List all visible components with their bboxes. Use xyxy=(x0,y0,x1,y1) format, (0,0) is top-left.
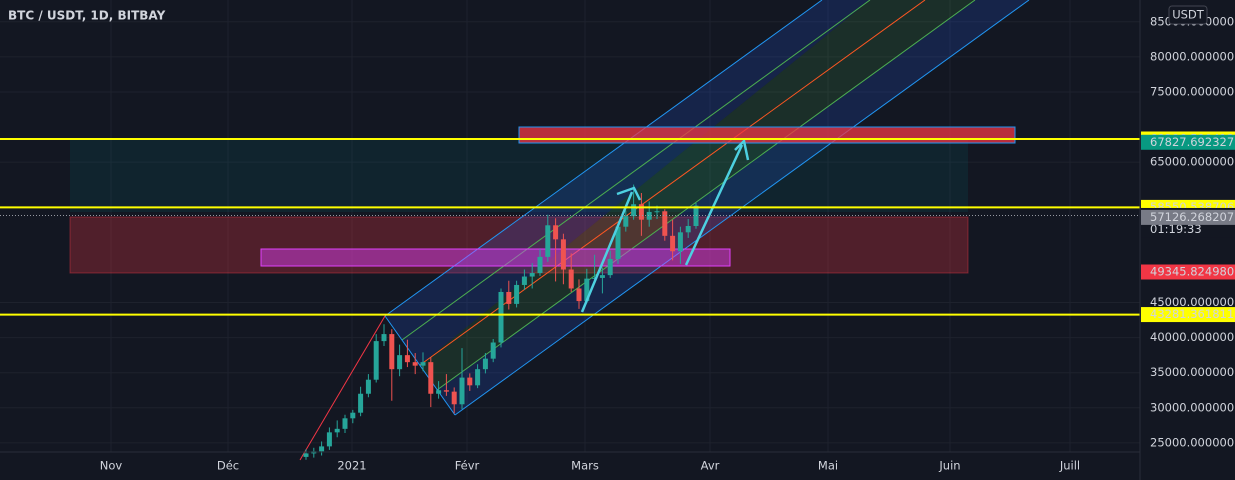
candle-body xyxy=(638,204,644,220)
candle-body xyxy=(521,276,527,285)
candle-body xyxy=(498,291,504,343)
candle-body xyxy=(670,235,676,252)
y-tick-label: 30000.000000 xyxy=(1150,400,1234,414)
candle-body xyxy=(467,377,473,386)
candle-body xyxy=(560,239,566,270)
zone xyxy=(69,216,969,274)
x-tick-label: 2021 xyxy=(337,459,366,473)
candle-body xyxy=(623,216,629,227)
levels xyxy=(0,137,1140,316)
candle-body xyxy=(584,278,590,302)
candle-body xyxy=(451,391,457,405)
candle-body xyxy=(576,288,582,302)
price-axis xyxy=(1140,0,1235,480)
y-tick-label: 40000.000000 xyxy=(1150,330,1234,344)
candle-body xyxy=(350,412,356,419)
x-axis: Nov Déc 2021 Févr Mars Avr Mai Juin Juill xyxy=(100,459,1080,473)
x-tick-label: Déc xyxy=(217,459,239,473)
y-tick-label: 75000.000000 xyxy=(1150,84,1234,98)
y-tick-label: 45000.000000 xyxy=(1150,295,1234,309)
y-tick-label: 25000.000000 xyxy=(1150,435,1234,449)
candle-body xyxy=(599,275,605,278)
price-tag xyxy=(1141,209,1235,225)
price-tag-label: 67827.692327 xyxy=(1150,135,1234,149)
candle-body xyxy=(514,284,520,304)
candle-body xyxy=(662,211,668,236)
candle-body xyxy=(607,258,613,276)
chart-title: BTC / USDT, 1D, BITBAY xyxy=(8,9,166,23)
candle-body xyxy=(428,362,434,394)
price-tag xyxy=(1141,134,1235,150)
x-tick-label: Juill xyxy=(1059,459,1080,473)
x-tick-label: Juin xyxy=(938,459,960,473)
x-tick-label: Mars xyxy=(571,459,599,473)
price-tag-label: 49345.824980 xyxy=(1150,265,1234,279)
candle-body xyxy=(545,225,551,257)
candle-body xyxy=(677,232,683,252)
candle-body xyxy=(342,418,348,429)
candle-body xyxy=(319,446,325,452)
x-tick-label: Nov xyxy=(100,459,123,473)
candle-body xyxy=(436,390,442,394)
candle-body xyxy=(303,453,309,457)
candle-body xyxy=(646,211,652,220)
y-tick-label: 35000.000000 xyxy=(1150,365,1234,379)
candle-body xyxy=(475,369,481,386)
candle-body xyxy=(529,273,535,277)
candle-body xyxy=(389,334,395,370)
candle-body xyxy=(482,358,488,370)
candle-body xyxy=(506,291,512,304)
price-tag-label: 57126.268207 xyxy=(1150,210,1234,224)
candle-body xyxy=(397,355,403,370)
candle-body xyxy=(334,428,340,433)
candle-body xyxy=(631,204,637,217)
zone xyxy=(70,140,968,212)
zone xyxy=(260,248,731,267)
candle-body xyxy=(568,269,574,289)
price-tags: 68296.59041267827.69232758550.5387065740… xyxy=(1141,131,1235,323)
y-axis: 85000.00000080000.00000075000.0000006500… xyxy=(1150,14,1234,449)
price-tag-label: 43281.361811 xyxy=(1150,307,1234,321)
grid xyxy=(0,0,1140,452)
candle-body xyxy=(490,342,496,359)
candle-body xyxy=(537,256,543,274)
candle-body xyxy=(654,211,660,213)
candle-body xyxy=(381,334,387,342)
x-tick-label: Avr xyxy=(701,459,720,473)
y-tick-label: 65000.000000 xyxy=(1150,155,1234,169)
x-tick-label: Févr xyxy=(455,459,480,473)
candle-body xyxy=(685,226,691,233)
arrows xyxy=(580,138,750,313)
price-tag xyxy=(1141,307,1235,323)
currency-badge[interactable] xyxy=(1168,5,1208,25)
candle-body xyxy=(326,432,332,447)
candle-body xyxy=(420,362,426,366)
currency: USDT xyxy=(1172,8,1205,22)
x-tick-label: Mai xyxy=(818,459,838,473)
candle-body xyxy=(615,226,621,259)
price-tag xyxy=(1141,264,1235,280)
candle-body xyxy=(443,390,449,392)
candle-body xyxy=(404,355,410,363)
candle-body xyxy=(592,277,598,279)
candle-body xyxy=(412,362,418,366)
target-zone xyxy=(518,126,1016,144)
candle-body xyxy=(365,379,371,394)
candle-body xyxy=(358,393,364,413)
countdown: 01:19:33 xyxy=(1150,222,1202,236)
candle-body xyxy=(459,377,465,405)
candle-body xyxy=(373,341,379,380)
candle-body xyxy=(553,225,559,240)
y-tick-label: 80000.000000 xyxy=(1150,49,1234,63)
